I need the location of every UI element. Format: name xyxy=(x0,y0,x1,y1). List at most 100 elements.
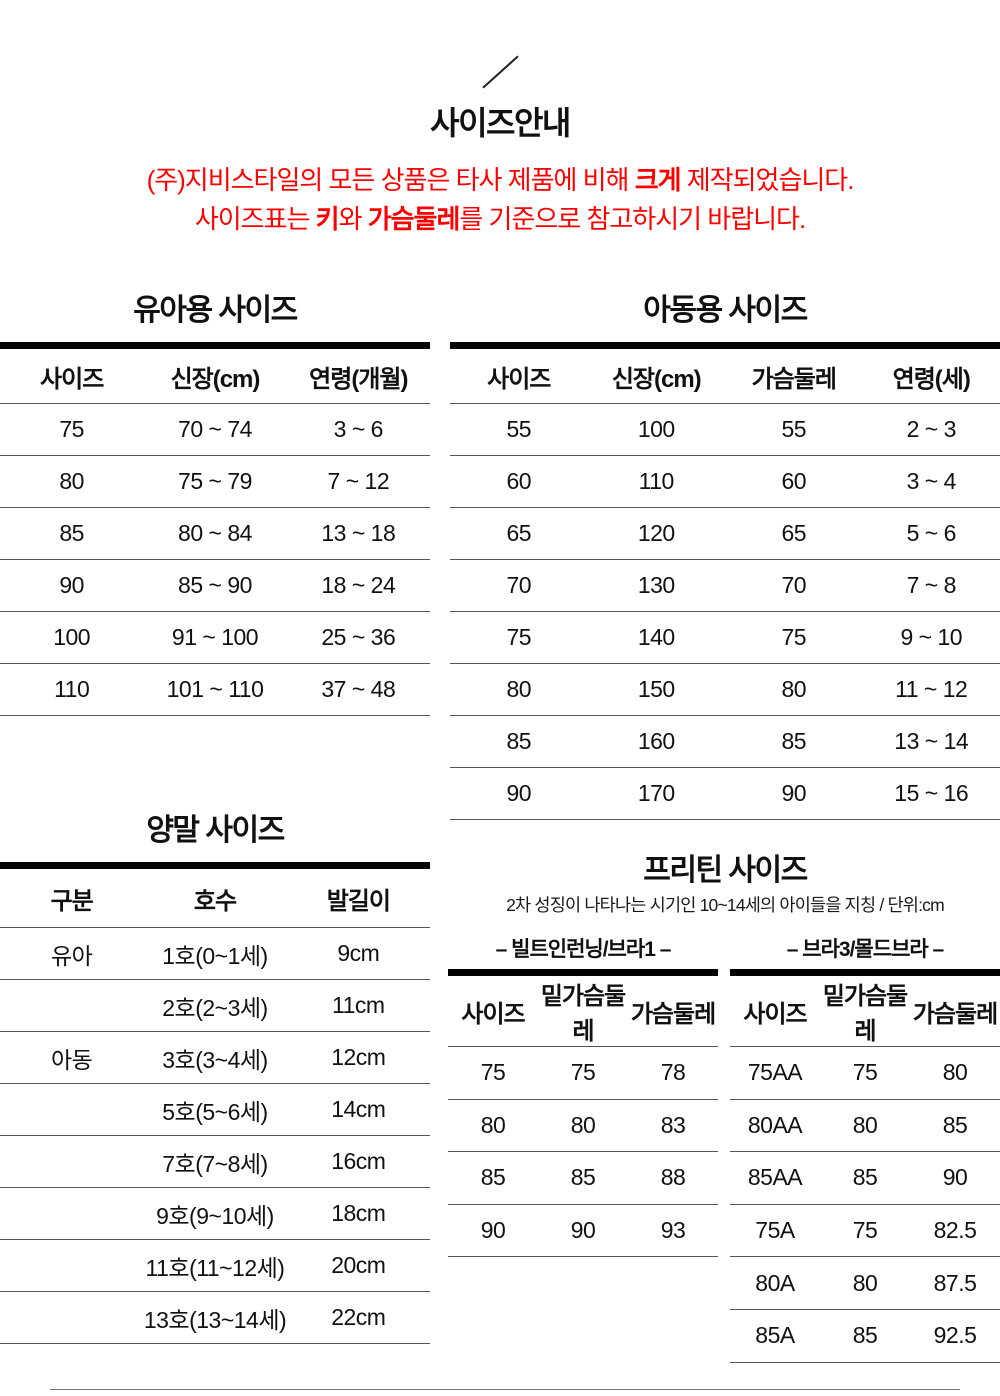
table-cell: 90 xyxy=(448,1204,538,1258)
table-cell: 5 ~ 6 xyxy=(862,507,1000,560)
table-cell: 70 ~ 74 xyxy=(143,403,287,456)
table-cell: 110 xyxy=(587,455,725,508)
table-cell: 18 ~ 24 xyxy=(286,559,430,612)
table-row: 65 120 65 5 ~ 6 xyxy=(450,507,1000,560)
table-cell xyxy=(0,1135,144,1188)
table-cell: 75 xyxy=(0,403,144,456)
table-row: 2호(2~3세) 11cm xyxy=(0,979,430,1032)
table-cell: 80 ~ 84 xyxy=(143,507,287,560)
table-cell: 75 xyxy=(538,1046,628,1100)
table-cell: 65 xyxy=(450,507,588,560)
table-cell: 80 xyxy=(450,663,588,716)
table-cell: 85 ~ 90 xyxy=(143,559,287,612)
notice-text: 를 기준으로 참고하시기 바랍니다. xyxy=(459,204,806,234)
table-cell: 2호(2~3세) xyxy=(143,979,287,1032)
column-header: 연령(개월) xyxy=(286,345,430,404)
preteen-right-table-wrap: 사이즈 밑가슴둘레 가슴둘레 75AA 75 80 80AA 80 85 85AA 85 90 75A… xyxy=(730,969,1000,1363)
table-cell: 90 xyxy=(450,767,588,820)
column-header: 신장(cm) xyxy=(587,345,725,404)
column-header: 신장(cm) xyxy=(143,345,287,404)
table-cell: 80AA xyxy=(730,1099,820,1153)
column-header: 사이즈 xyxy=(730,972,820,1047)
table-cell: 18cm xyxy=(286,1187,430,1240)
table-row: 85 160 85 13 ~ 14 xyxy=(450,715,1000,768)
preteen-right-table: 사이즈 밑가슴둘레 가슴둘레 75AA 75 80 80AA 80 85 85AA 85 90 75A… xyxy=(730,969,1000,1363)
table-cell: 75A xyxy=(730,1204,820,1258)
table-cell: 70 xyxy=(725,559,863,612)
table-header-row: 구분 호수 발길이 xyxy=(0,865,430,928)
infant-size-table: 사이즈 신장(cm) 연령(개월) 75 70 ~ 74 3 ~ 6 80 75 ~ 79 7… xyxy=(0,342,430,716)
table-cell xyxy=(0,1291,144,1344)
table-cell: 7 ~ 12 xyxy=(286,455,430,508)
table-cell: 75AA xyxy=(730,1046,820,1100)
table-cell: 2 ~ 3 xyxy=(862,403,1000,456)
table-row: 75 75 78 xyxy=(448,1046,718,1100)
table-cell: 100 xyxy=(0,611,144,664)
table-row: 85A 85 92.5 xyxy=(730,1309,1000,1363)
table-row: 80 80 83 xyxy=(448,1099,718,1153)
infant-size-title: 유아용 사이즈 xyxy=(133,294,298,327)
table-cell: 13 ~ 18 xyxy=(286,507,430,560)
table-row: 7호(7~8세) 16cm xyxy=(0,1135,430,1188)
decorative-slash-line xyxy=(482,55,519,89)
sock-size-table: 구분 호수 발길이 유아 1호(0~1세) 9cm 2호(2~3세) 11cm 아동 3호(3~… xyxy=(0,862,430,1344)
table-cell: 15 ~ 16 xyxy=(862,767,1000,820)
table-row: 100 91 ~ 100 25 ~ 36 xyxy=(0,611,430,664)
table-cell: 90 xyxy=(910,1151,1000,1205)
infant-size-table-wrap: 사이즈 신장(cm) 연령(개월) 75 70 ~ 74 3 ~ 6 80 75 ~ 79 7… xyxy=(0,342,430,716)
column-header: 연령(세) xyxy=(862,345,1000,404)
table-cell: 16cm xyxy=(286,1135,430,1188)
column-header: 사이즈 xyxy=(448,972,538,1047)
table-cell: 83 xyxy=(628,1099,718,1153)
table-row: 90 170 90 15 ~ 16 xyxy=(450,767,1000,820)
table-cell: 70 xyxy=(450,559,588,612)
table-cell: 65 xyxy=(725,507,863,560)
table-cell: 55 xyxy=(450,403,588,456)
table-cell: 85 xyxy=(0,507,144,560)
table-cell: 22cm xyxy=(286,1291,430,1344)
column-header: 사이즈 xyxy=(450,345,588,404)
table-cell: 75 xyxy=(725,611,863,664)
table-cell: 85 xyxy=(450,715,588,768)
column-header: 구분 xyxy=(0,865,144,928)
table-row: 70 130 70 7 ~ 8 xyxy=(450,559,1000,612)
notice-text: 제작되었습니다. xyxy=(680,165,855,195)
preteen-size-subtitle: 2차 성징이 나타나는 시기인 10~14세의 아이들을 지칭 / 단위:cm xyxy=(506,895,945,915)
table-cell: 75 xyxy=(448,1046,538,1100)
table-cell: 5호(5~6세) xyxy=(143,1083,287,1136)
table-cell: 85 xyxy=(725,715,863,768)
table-cell: 85 xyxy=(448,1151,538,1205)
table-cell xyxy=(0,1187,144,1240)
table-cell: 150 xyxy=(587,663,725,716)
table-cell: 9cm xyxy=(286,927,430,980)
table-cell: 37 ~ 48 xyxy=(286,663,430,716)
table-row: 11호(11~12세) 20cm xyxy=(0,1239,430,1292)
table-cell: 92.5 xyxy=(910,1309,1000,1363)
table-row: 110 101 ~ 110 37 ~ 48 xyxy=(0,663,430,716)
child-size-table: 사이즈 신장(cm) 가슴둘레 연령(세) 55 100 55 2 ~ 3 60 110 60 3 … xyxy=(450,342,1000,820)
column-header: 밑가슴둘레 xyxy=(820,972,910,1047)
preteen-left-table-title: – 빌트인런닝/브라1 – xyxy=(495,938,672,961)
table-cell: 25 ~ 36 xyxy=(286,611,430,664)
notice-line-2: 사이즈표는 키와 가슴둘레를 기준으로 참고하시기 바랍니다. xyxy=(0,199,1000,236)
table-cell: 75 ~ 79 xyxy=(143,455,287,508)
table-cell: 91 ~ 100 xyxy=(143,611,287,664)
notice-text: 사이즈표는 xyxy=(194,204,316,234)
column-header: 발길이 xyxy=(286,865,430,928)
table-cell: 85 xyxy=(910,1099,1000,1153)
table-cell: 7호(7~8세) xyxy=(143,1135,287,1188)
table-header-row: 사이즈 밑가슴둘레 가슴둘레 xyxy=(448,972,718,1047)
table-cell: 101 ~ 110 xyxy=(143,663,287,716)
table-row: 60 110 60 3 ~ 4 xyxy=(450,455,1000,508)
table-cell: 160 xyxy=(587,715,725,768)
table-cell: 3 ~ 6 xyxy=(286,403,430,456)
column-header: 밑가슴둘레 xyxy=(538,972,628,1047)
table-row: 85 80 ~ 84 13 ~ 18 xyxy=(0,507,430,560)
table-cell: 3 ~ 4 xyxy=(862,455,1000,508)
table-cell: 60 xyxy=(450,455,588,508)
table-cell: 85AA xyxy=(730,1151,820,1205)
table-row: 55 100 55 2 ~ 3 xyxy=(450,403,1000,456)
table-cell: 11호(11~12세) xyxy=(143,1239,287,1292)
table-row: 아동 3호(3~4세) 12cm xyxy=(0,1031,430,1084)
